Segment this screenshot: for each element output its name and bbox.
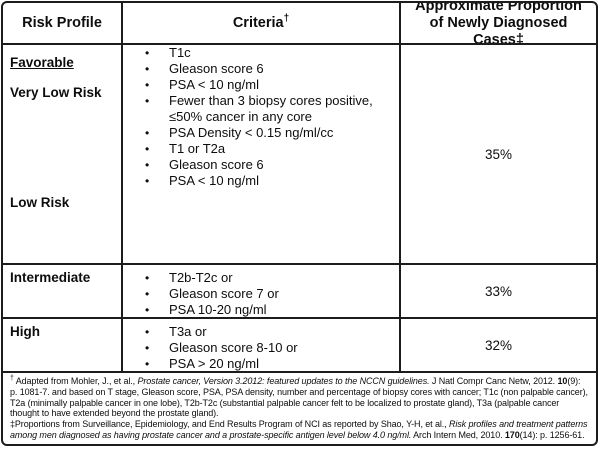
- favorable-criteria-cell: T1cGleason score 6PSA < 10 ng/mlFewer th…: [123, 45, 401, 265]
- row-label-intermediate: Intermediate: [10, 270, 91, 285]
- proportion-intermediate: 33%: [401, 265, 596, 319]
- criteria-item: PSA > 20 ng/ml: [145, 356, 389, 371]
- header-proportion-label: Approximate Proportion of Newly Diagnose…: [415, 3, 582, 45]
- footnote-segment: (9): p. 1081-7. and based on T stage, Gl…: [10, 376, 588, 419]
- header-risk-profile: Risk Profile: [3, 3, 123, 45]
- high-criteria-cell: T3a orGleason score 8-10 orPSA > 20 ng/m…: [123, 319, 401, 373]
- proportion-value: 35%: [484, 146, 513, 162]
- dagger-symbol: †: [283, 12, 290, 24]
- row-label-high: High: [10, 324, 40, 339]
- group-label-favorable: Favorable: [10, 55, 74, 70]
- criteria-item: T2b-T2c or: [145, 270, 389, 286]
- proportion-value: 33%: [484, 283, 513, 299]
- high-label-cell: High: [3, 319, 123, 373]
- criteria-item: PSA < 10 ng/ml: [145, 77, 389, 93]
- criteria-item: T3a or: [145, 324, 389, 340]
- footnote-segment: Arch Intern Med, 2010.: [411, 429, 505, 440]
- footnote-segment: †: [10, 375, 14, 382]
- criteria-list-intermediate: T2b-T2c orGleason score 7 orPSA 10-20 ng…: [123, 270, 389, 317]
- criteria-item: Gleason score 8-10 or: [145, 340, 389, 356]
- criteria-item: Gleason score 7 or: [145, 286, 389, 302]
- footnote-segment: 170: [504, 429, 520, 440]
- proportion-high: 32%: [401, 319, 596, 373]
- criteria-item: PSA < 10 ng/ml: [145, 173, 389, 189]
- proportion-favorable: 35%: [401, 45, 596, 265]
- footnotes-block: † Adapted from Mohler, J., et al., Prost…: [3, 373, 596, 442]
- row-label-low-risk: Low Risk: [10, 195, 70, 210]
- criteria-item: Gleason score 6: [145, 157, 389, 173]
- footnote-segment: J Natl Compr Canc Netw, 2012.: [429, 376, 558, 386]
- table-grid: Risk Profile Criteria† Approximate Propo…: [3, 3, 596, 373]
- footnote-segment: Prostate cancer, Version 3.2012: feature…: [137, 376, 430, 386]
- footnote-segment: ‡Proportions from Surveillance, Epidemio…: [10, 419, 449, 430]
- proportion-value: 32%: [484, 337, 513, 353]
- criteria-item: Fewer than 3 biopsy cores positive, ≤50%…: [145, 93, 389, 125]
- criteria-item: T1c: [145, 45, 389, 61]
- footnote-double-dagger: ‡Proportions from Surveillance, Epidemio…: [10, 419, 589, 441]
- header-risk-profile-label: Risk Profile: [22, 14, 102, 31]
- criteria-list-high: T3a orGleason score 8-10 orPSA > 20 ng/m…: [123, 324, 389, 371]
- criteria-item: T1 or T2a: [145, 141, 389, 157]
- footnote-segment: Adapted from Mohler, J., et al.,: [13, 376, 138, 386]
- row-label-very-low-risk: Very Low Risk: [10, 85, 102, 100]
- criteria-item: Gleason score 6: [145, 61, 389, 77]
- intermediate-criteria-cell: T2b-T2c orGleason score 7 orPSA 10-20 ng…: [123, 265, 401, 319]
- intermediate-label-cell: Intermediate: [3, 265, 123, 319]
- footnote-segment: Risk profiles and treatment patterns amo…: [10, 419, 588, 440]
- footnote-dagger: † Adapted from Mohler, J., et al., Prost…: [10, 375, 589, 419]
- header-criteria-label: Criteria†: [232, 12, 290, 31]
- header-proportion: Approximate Proportion of Newly Diagnose…: [401, 3, 596, 45]
- criteria-list-low-risk: T1 or T2aGleason score 6PSA < 10 ng/ml: [123, 141, 389, 189]
- footnote-segment: (14): p. 1256-61.: [519, 429, 585, 440]
- criteria-item: PSA 10-20 ng/ml: [145, 302, 389, 317]
- criteria-list-very-low-risk: T1cGleason score 6PSA < 10 ng/mlFewer th…: [123, 45, 389, 141]
- header-criteria: Criteria†: [123, 3, 401, 45]
- footnote-segment: 10: [557, 376, 568, 386]
- criteria-item: PSA Density < 0.15 ng/ml/cc: [145, 125, 389, 141]
- favorable-label-cell: Favorable Very Low Risk Low Risk: [3, 45, 123, 265]
